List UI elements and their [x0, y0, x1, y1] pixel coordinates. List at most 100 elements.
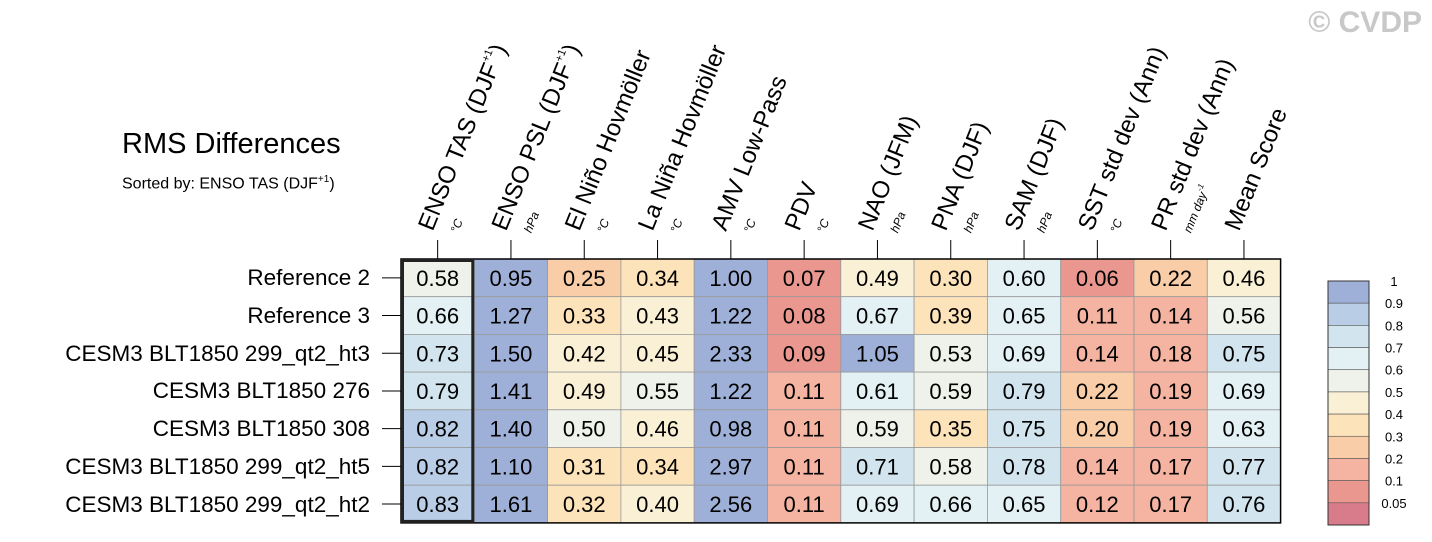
cell-value: 0.76 [1223, 492, 1266, 517]
cell-value: 0.07 [783, 266, 826, 291]
heatmap-cell [693, 447, 768, 486]
cell-value: 0.95 [490, 266, 533, 291]
column-unit: °C [668, 217, 686, 235]
colorbar-label: 0.2 [1385, 451, 1403, 466]
cell-value: 2.97 [709, 454, 752, 479]
heatmap-cell [767, 296, 842, 335]
column-unit-main: °C [668, 217, 686, 235]
heatmap-cell [767, 371, 842, 411]
column-label-text: Mean Score [1219, 104, 1293, 234]
heatmap-cell [400, 409, 475, 448]
cell-value: 0.69 [1223, 379, 1266, 404]
cell-value: 0.66 [416, 304, 459, 329]
colorbar-swatch [1327, 280, 1370, 304]
colorbar-label: 0.9 [1385, 296, 1403, 311]
cell-value: 1.40 [490, 417, 533, 442]
cell-value: 0.11 [1077, 304, 1118, 329]
colorbar-label: 0.1 [1385, 474, 1403, 489]
cell-value: 0.31 [563, 454, 606, 479]
heatmap-cell [620, 333, 695, 373]
cell-value: 1.41 [490, 379, 533, 404]
heatmap-cell [400, 484, 475, 524]
column-label-main: ENSO PSL (DJF [486, 59, 578, 234]
cell-value: 0.65 [1003, 492, 1046, 517]
heatmap-cell [400, 447, 475, 486]
cell-value: 0.17 [1149, 454, 1192, 479]
cell-value: 0.11 [784, 417, 825, 442]
heatmap-cell [913, 296, 988, 335]
heatmap-cell [840, 258, 915, 298]
cell-value: 0.09 [783, 341, 826, 366]
cell-value: 0.19 [1149, 417, 1192, 442]
row-label: Reference 3 [247, 303, 370, 329]
heatmap-cell [473, 371, 548, 411]
cell-value: 0.08 [783, 304, 826, 329]
heatmap-cell [400, 296, 475, 335]
column-unit: °C [814, 217, 832, 235]
heatmap-cell [1206, 447, 1282, 486]
heatmap-cell [913, 371, 988, 411]
heatmap-cell [620, 484, 695, 524]
column-unit: hPa [961, 209, 982, 234]
cell-value: 0.46 [636, 417, 679, 442]
colorbar-label: 0.05 [1381, 496, 1406, 511]
column-unit-main: °C [814, 217, 832, 235]
cell-value: 0.69 [856, 492, 899, 517]
column-unit-main: hPa [961, 209, 982, 234]
cell-value: 0.59 [929, 379, 972, 404]
cell-value: 0.34 [636, 454, 679, 479]
column-label-text: SAM (DJF) [1000, 114, 1069, 234]
heatmap-cell [840, 484, 915, 524]
heatmap-cell [1206, 258, 1282, 298]
cell-value: 0.34 [636, 266, 679, 291]
cell-value: 1.27 [490, 304, 533, 329]
column-label-main: PNA (DJF) [926, 118, 994, 234]
colorbar-swatch [1327, 391, 1370, 415]
heatmap-cell [1133, 409, 1208, 448]
heatmap-cell [693, 409, 768, 448]
cell-value: 0.55 [636, 379, 679, 404]
row-label: CESM3 BLT1850 299_qt2_ht2 [65, 491, 370, 517]
colorbar-swatch [1327, 347, 1370, 371]
cell-value: 0.77 [1223, 454, 1266, 479]
colorbar-swatch [1327, 369, 1370, 393]
heatmap-cell [913, 409, 988, 448]
highlighted-column-box [401, 259, 475, 523]
cell-value: 0.49 [563, 379, 606, 404]
cell-value: 0.22 [1076, 379, 1119, 404]
cell-value: 0.63 [1223, 417, 1266, 442]
cell-value: 0.79 [416, 379, 459, 404]
column-label-main: SAM (DJF) [1000, 114, 1069, 234]
cell-value: 0.50 [563, 417, 606, 442]
cell-value: 0.67 [856, 304, 899, 329]
colorbar-swatch [1327, 325, 1370, 348]
cell-value: 0.65 [1003, 304, 1046, 329]
heatmap-cell [1206, 409, 1282, 448]
column-unit-main: °C [594, 217, 612, 235]
colorbar-swatch [1327, 480, 1370, 504]
column-unit: hPa [1034, 209, 1055, 234]
cell-value: 0.58 [929, 454, 972, 479]
cell-value: 0.43 [636, 304, 679, 329]
heatmap-cell [473, 447, 548, 486]
cell-value: 1.22 [709, 379, 752, 404]
cell-value: 0.49 [856, 266, 899, 291]
heatmap-cell [693, 333, 768, 373]
cell-value: 0.11 [784, 492, 825, 517]
cell-value: 0.40 [636, 492, 679, 517]
cell-value: 1.00 [709, 266, 752, 291]
cell-value: 0.33 [563, 304, 606, 329]
cell-value: 0.19 [1149, 379, 1192, 404]
column-unit-main: °C [741, 217, 759, 235]
column-unit: °C [594, 217, 612, 235]
heatmap-cell [1133, 484, 1208, 524]
cell-value: 0.71 [856, 454, 899, 479]
cell-value: 0.78 [1003, 454, 1046, 479]
cell-value: 0.73 [416, 341, 459, 366]
heatmap-cell [767, 409, 842, 448]
column-label-main: NAO (JFM) [853, 112, 923, 235]
heatmap-cell [987, 333, 1062, 373]
heatmap-cell [1206, 333, 1282, 373]
